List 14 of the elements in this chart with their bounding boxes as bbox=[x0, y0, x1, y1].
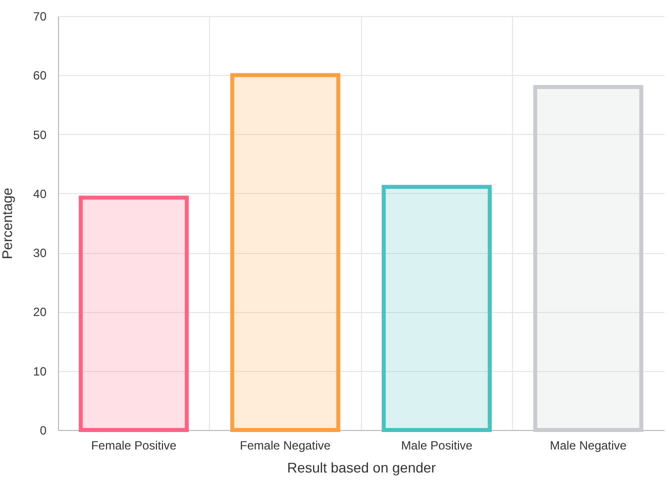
x-tick-label: Male Negative bbox=[550, 438, 627, 452]
y-tick-label: 30 bbox=[33, 246, 47, 260]
x-tick-label: Male Positive bbox=[401, 438, 473, 452]
x-axis-title: Result based on gender bbox=[287, 460, 436, 476]
y-tick-label: 50 bbox=[33, 128, 47, 142]
x-tick-label: Female Positive bbox=[91, 438, 177, 452]
y-tick-label: 10 bbox=[33, 364, 47, 378]
x-tick-label: Female Negative bbox=[240, 438, 331, 452]
y-axis-title: Percentage bbox=[0, 187, 16, 260]
y-tick-label: 60 bbox=[33, 68, 47, 83]
y-tick-label: 70 bbox=[33, 10, 47, 24]
y-tick-label: 20 bbox=[33, 305, 47, 320]
y-tick-label: 40 bbox=[33, 186, 47, 201]
y-tick-label: 0 bbox=[40, 424, 47, 438]
